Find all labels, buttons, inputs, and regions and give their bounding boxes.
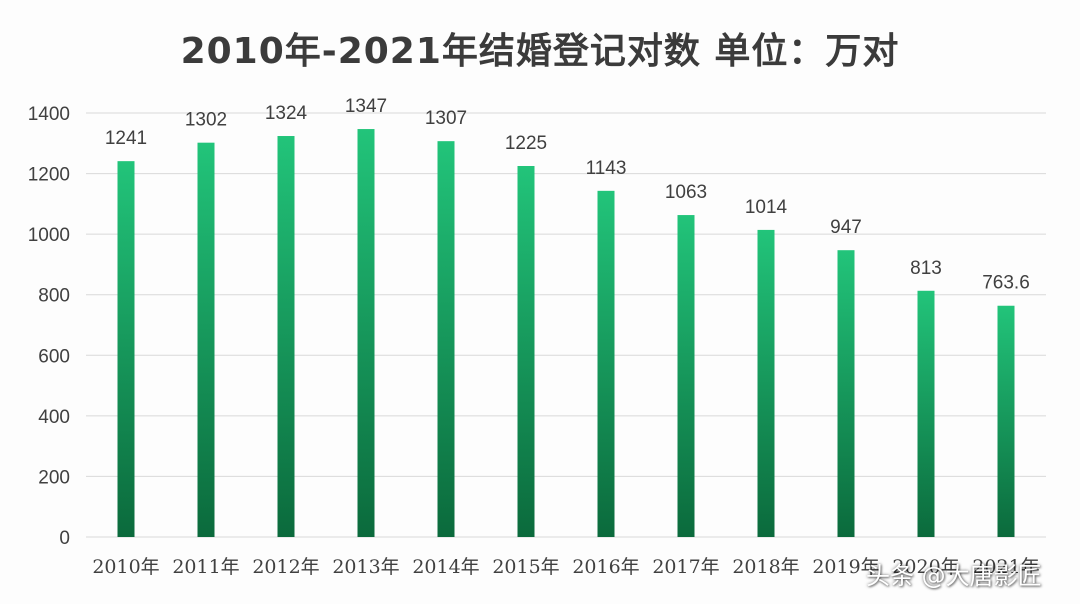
bar	[757, 229, 775, 537]
data-label: 763.6	[982, 273, 1030, 294]
y-tick-label: 0	[59, 528, 70, 549]
x-axis-ticks: 2010年 2011年 2012年 2013年 2014年 2015年 2016年 2017年…	[92, 556, 1039, 578]
bar	[197, 142, 215, 537]
x-tick-label: 2011年	[172, 556, 239, 578]
data-label: 1347	[345, 96, 387, 117]
bars	[117, 129, 1015, 538]
y-tick-label: 400	[38, 407, 70, 428]
x-tick-label: 2020年	[892, 556, 959, 578]
data-label: 1063	[665, 182, 707, 203]
bar	[117, 161, 135, 537]
y-axis-ticks: 0 200 400 600 800 1000 1200 1400	[28, 104, 70, 549]
bar	[677, 215, 695, 537]
data-label: 1302	[185, 110, 227, 131]
y-tick-label: 800	[38, 286, 70, 307]
data-label: 1143	[586, 158, 627, 179]
data-label: 813	[910, 258, 942, 279]
x-tick-label: 2019年	[812, 556, 879, 578]
data-label: 1324	[265, 103, 308, 124]
x-tick-label: 2012年	[252, 556, 319, 578]
bar	[997, 305, 1015, 537]
data-label: 1241	[105, 128, 147, 149]
chart-title: 2010年-2021年结婚登记对数 单位：万对	[180, 31, 900, 72]
watermark: 头条 @大唐影匠	[866, 562, 1042, 590]
data-label: 1225	[505, 133, 547, 154]
x-tick-label: 2013年	[332, 556, 399, 578]
bar	[437, 141, 455, 537]
y-tick-label: 1200	[28, 165, 70, 186]
y-tick-label: 200	[38, 467, 70, 488]
bar	[277, 136, 295, 537]
bar	[517, 166, 535, 537]
y-tick-label: 600	[38, 346, 70, 367]
x-tick-label: 2021年	[972, 556, 1039, 578]
bar	[837, 250, 855, 538]
data-label: 947	[830, 217, 862, 238]
data-label: 1307	[425, 108, 467, 129]
data-labels: 1241 1302 1324 1347 1307 1225 1143 1063 1014 947 8…	[105, 96, 1030, 294]
y-tick-label: 1400	[28, 104, 70, 125]
x-tick-label: 2017年	[652, 556, 719, 578]
x-tick-label: 2018年	[732, 556, 799, 578]
x-tick-label: 2016年	[572, 556, 639, 578]
grid-lines	[86, 112, 1046, 538]
x-tick-label: 2015年	[492, 556, 559, 578]
bar	[357, 129, 375, 537]
bar	[917, 290, 935, 537]
bar	[597, 190, 615, 537]
y-tick-label: 1000	[28, 225, 70, 246]
x-tick-label: 2014年	[412, 556, 479, 578]
data-label: 1014	[745, 197, 788, 218]
x-tick-label: 2010年	[92, 556, 159, 578]
